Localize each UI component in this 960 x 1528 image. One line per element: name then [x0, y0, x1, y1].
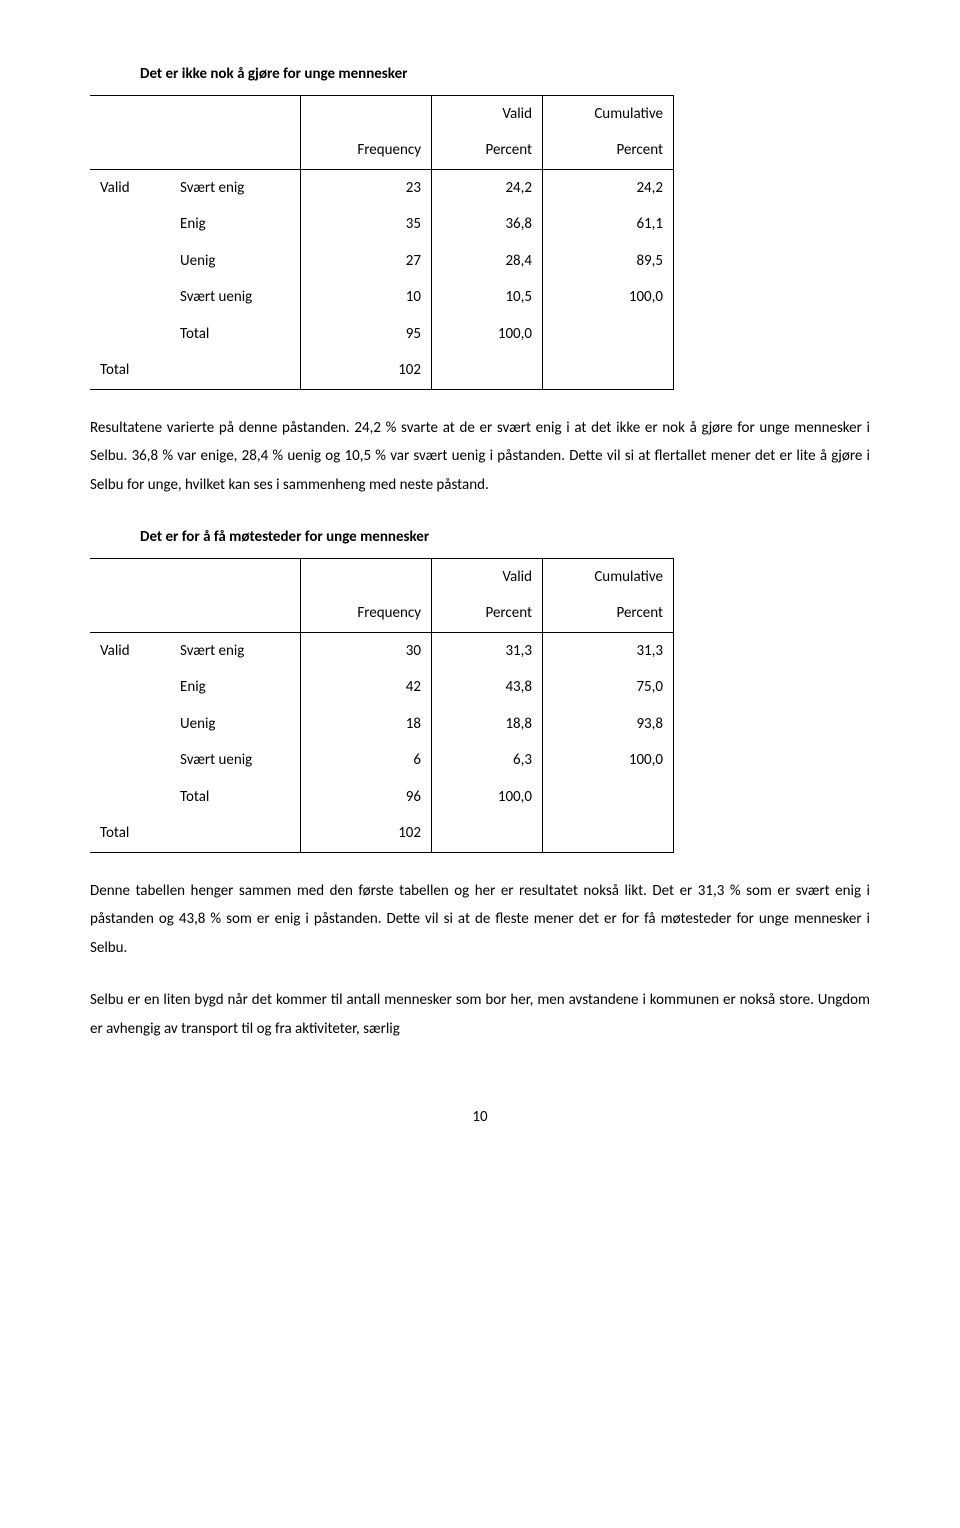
table1-hdr-frequency: Frequency [301, 132, 432, 169]
table-row-label: Svært enig [170, 169, 301, 206]
table-row-freq: 18 [301, 706, 432, 743]
table-row-valid: 6,3 [432, 742, 543, 779]
table1-grand-total: 102 [301, 352, 432, 389]
table1: Valid Cumulative Frequency Percent Perce… [90, 95, 674, 390]
table1-hdr-percent2: Percent [543, 132, 674, 169]
table2-hdr-percent2: Percent [543, 595, 674, 632]
table-row-label: Total [170, 779, 301, 816]
table-row-valid: 100,0 [432, 779, 543, 816]
table1-hdr-cumulative: Cumulative [543, 95, 674, 132]
table-row-valid: 10,5 [432, 279, 543, 316]
table2-valid-label: Valid [90, 632, 170, 815]
table2-title: Det er for å få møtesteder for unge menn… [140, 523, 870, 552]
table-row-cum [543, 316, 674, 353]
table-row-cum: 61,1 [543, 206, 674, 243]
table-row-freq: 23 [301, 169, 432, 206]
table-row-freq: 35 [301, 206, 432, 243]
paragraph-3: Selbu er en liten bygd når det kommer ti… [90, 986, 870, 1043]
table-row-cum: 100,0 [543, 742, 674, 779]
table-row-valid: 24,2 [432, 169, 543, 206]
table-row-freq: 6 [301, 742, 432, 779]
table1-total-label: Total [90, 352, 170, 389]
table-row-label: Svært uenig [170, 742, 301, 779]
table-row-cum: 100,0 [543, 279, 674, 316]
table1-hdr-valid: Valid [432, 95, 543, 132]
paragraph-1: Resultatene varierte på denne påstanden.… [90, 414, 870, 500]
table2: Valid Cumulative Frequency Percent Perce… [90, 558, 674, 853]
table-row-label: Uenig [170, 706, 301, 743]
table-row-freq: 30 [301, 632, 432, 669]
table-row-freq: 27 [301, 243, 432, 280]
table-row-freq: 95 [301, 316, 432, 353]
table2-hdr-percent: Percent [432, 595, 543, 632]
table-row-cum [543, 779, 674, 816]
table-row-freq: 42 [301, 669, 432, 706]
table2-hdr-valid: Valid [432, 558, 543, 595]
table-row-label: Enig [170, 206, 301, 243]
table-row-freq: 10 [301, 279, 432, 316]
table-row-valid: 28,4 [432, 243, 543, 280]
page-number: 10 [90, 1103, 870, 1132]
table-row-valid: 100,0 [432, 316, 543, 353]
table2-hdr-cumulative: Cumulative [543, 558, 674, 595]
table-row-valid: 18,8 [432, 706, 543, 743]
table1-hdr-percent: Percent [432, 132, 543, 169]
table-row-label: Enig [170, 669, 301, 706]
table-row-valid: 43,8 [432, 669, 543, 706]
table-row-valid: 31,3 [432, 632, 543, 669]
table2-grand-total: 102 [301, 815, 432, 852]
table-row-cum: 24,2 [543, 169, 674, 206]
paragraph-2: Denne tabellen henger sammen med den før… [90, 877, 870, 963]
table2-hdr-frequency: Frequency [301, 595, 432, 632]
table2-total-label: Total [90, 815, 170, 852]
table-row-label: Uenig [170, 243, 301, 280]
table1-valid-label: Valid [90, 169, 170, 352]
table-row-cum: 89,5 [543, 243, 674, 280]
table-row-cum: 93,8 [543, 706, 674, 743]
table-row-label: Svært uenig [170, 279, 301, 316]
table-row-cum: 31,3 [543, 632, 674, 669]
table-row-label: Svært enig [170, 632, 301, 669]
table-row-freq: 96 [301, 779, 432, 816]
table-row-valid: 36,8 [432, 206, 543, 243]
table1-title: Det er ikke nok å gjøre for unge mennesk… [140, 60, 870, 89]
table-row-cum: 75,0 [543, 669, 674, 706]
table-row-label: Total [170, 316, 301, 353]
